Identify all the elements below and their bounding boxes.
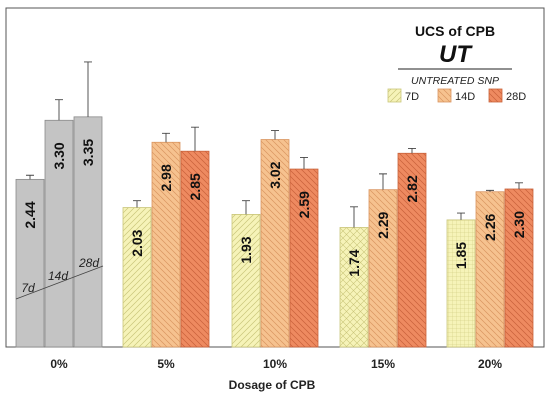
bar-hatch-7D-15% bbox=[340, 227, 368, 347]
value-label-7D-10%: 1.93 bbox=[238, 236, 254, 263]
value-labels-layer: 2.44 3.30 3.35 2.03 2.98 2.85 1.93 3.02 2.59 1.74… bbox=[22, 139, 527, 277]
bar-hatch-14D-15% bbox=[369, 189, 397, 347]
error-bar-7D-20% bbox=[457, 212, 465, 220]
bar-hatch-7D-10% bbox=[232, 214, 260, 347]
bar-hatch-14D-5% bbox=[152, 142, 180, 347]
error-bar-7D-10% bbox=[242, 200, 250, 215]
value-label-28D-5%: 2.85 bbox=[187, 173, 203, 200]
legend-label-14D: 14D bbox=[455, 91, 475, 103]
control-group-diagonal bbox=[15, 265, 104, 300]
control-group-annotation: 7d 14d 28d bbox=[15, 256, 104, 300]
x-tick-labels: 0% 5% 10% 15% 20% bbox=[50, 357, 502, 371]
value-label-28D-15%: 2.82 bbox=[404, 175, 420, 202]
error-bar-14D-10% bbox=[271, 130, 279, 140]
error-bar-14D-0% bbox=[55, 99, 63, 121]
legend-swatch-hatch-28D bbox=[489, 89, 502, 102]
x-tick-label-5%: 5% bbox=[157, 357, 175, 371]
x-tick-label-0%: 0% bbox=[50, 357, 68, 371]
error-bar-7D-0% bbox=[26, 174, 34, 180]
value-label-7D-0%: 2.44 bbox=[22, 201, 38, 228]
error-bar-7D-5% bbox=[133, 200, 141, 208]
bar-28D-0% bbox=[73, 116, 103, 348]
bar-hatch-28D-5% bbox=[181, 151, 209, 347]
value-label-28D-0%: 3.35 bbox=[80, 139, 96, 166]
bar-hatch-28D-20% bbox=[505, 188, 533, 347]
value-label-14D-5%: 2.98 bbox=[158, 164, 174, 191]
legend-caption: UNTREATED SNP bbox=[411, 75, 499, 87]
x-tick-label-20%: 20% bbox=[478, 357, 502, 371]
error-bar-14D-5% bbox=[162, 132, 170, 143]
value-label-7D-5%: 2.03 bbox=[129, 229, 145, 256]
value-label-14D-10%: 3.02 bbox=[267, 161, 283, 188]
control-bar-label-14d: 14d bbox=[48, 269, 68, 283]
bars-layer bbox=[15, 61, 534, 348]
value-label-7D-15%: 1.74 bbox=[346, 249, 362, 276]
bar-hatch-14D-10% bbox=[261, 139, 289, 347]
bar-hatch-14D-20% bbox=[476, 191, 504, 347]
x-tick-label-15%: 15% bbox=[371, 357, 395, 371]
chart-title: UCS of CPB bbox=[415, 23, 495, 39]
error-bar-28D-0% bbox=[84, 61, 92, 117]
error-bar-7D-15% bbox=[350, 206, 358, 228]
legend-swatch-hatch-14D bbox=[438, 89, 451, 102]
bar-hatch-28D-15% bbox=[398, 153, 426, 347]
value-label-14D-15%: 2.29 bbox=[375, 211, 391, 238]
bar-14D-0% bbox=[44, 119, 74, 348]
chart-subtitle: UT bbox=[439, 41, 473, 68]
bar-hatch-7D-20% bbox=[447, 219, 475, 347]
value-label-7D-20%: 1.85 bbox=[453, 242, 469, 269]
x-axis-title: Dosage of CPB bbox=[229, 378, 316, 392]
bar-7D-0% bbox=[15, 178, 45, 348]
legend-label-28D: 28D bbox=[506, 91, 526, 103]
control-bar-label-28d: 28d bbox=[78, 256, 99, 270]
error-bar-28D-15% bbox=[408, 148, 416, 154]
bar-hatch-7D-5% bbox=[123, 207, 151, 347]
value-label-28D-20%: 2.30 bbox=[511, 211, 527, 238]
x-tick-label-10%: 10% bbox=[263, 357, 287, 371]
legend: 7D 14D 28D bbox=[387, 88, 526, 103]
control-bar-label-7d: 7d bbox=[21, 281, 35, 295]
bar-hatch-28D-10% bbox=[290, 169, 318, 347]
error-bar-28D-20% bbox=[515, 182, 523, 189]
legend-swatch-hatch-7D bbox=[388, 89, 401, 102]
error-bar-28D-10% bbox=[300, 156, 308, 170]
legend-label-7D: 7D bbox=[405, 91, 419, 103]
error-bar-14D-15% bbox=[379, 173, 387, 190]
value-label-14D-20%: 2.26 bbox=[482, 214, 498, 241]
value-label-28D-10%: 2.59 bbox=[296, 191, 312, 218]
value-label-14D-0%: 3.30 bbox=[51, 142, 67, 169]
error-bar-28D-5% bbox=[191, 126, 199, 152]
error-bar-14D-20% bbox=[486, 189, 494, 192]
